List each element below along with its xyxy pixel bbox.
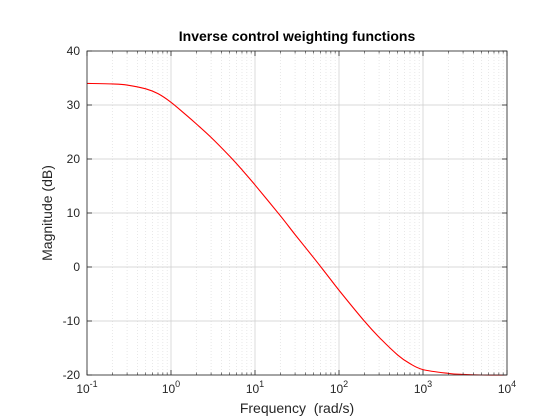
y-tick-label: -20 (63, 368, 81, 382)
x-tick-label: 103 (414, 379, 432, 396)
y-tick-label: -10 (63, 314, 81, 328)
y-axis-label: Magnitude (dB) (39, 165, 55, 261)
x-tick-label: 10-1 (76, 379, 97, 396)
x-axis-label: Frequency (rad/s) (240, 400, 354, 416)
y-tick-label: 30 (67, 98, 81, 112)
x-tick-label: 102 (330, 379, 348, 396)
y-tick-label: 20 (67, 152, 81, 166)
x-tick-label: 101 (246, 379, 264, 396)
x-tick-label: 100 (162, 379, 180, 396)
y-tick-labels: -20 -10 0 10 20 30 40 (63, 44, 81, 382)
x-tick-label: 104 (498, 379, 516, 396)
series-line (86, 82, 508, 376)
y-tick-label: 40 (67, 44, 81, 58)
tick-marks (86, 50, 508, 376)
y-tick-label: 0 (73, 260, 80, 274)
series-layer (86, 82, 508, 376)
x-tick-labels: 10-1 100 101 102 103 104 (76, 379, 516, 396)
y-tick-label: 10 (67, 206, 81, 220)
chart-title: Inverse control weighting functions (179, 28, 416, 44)
